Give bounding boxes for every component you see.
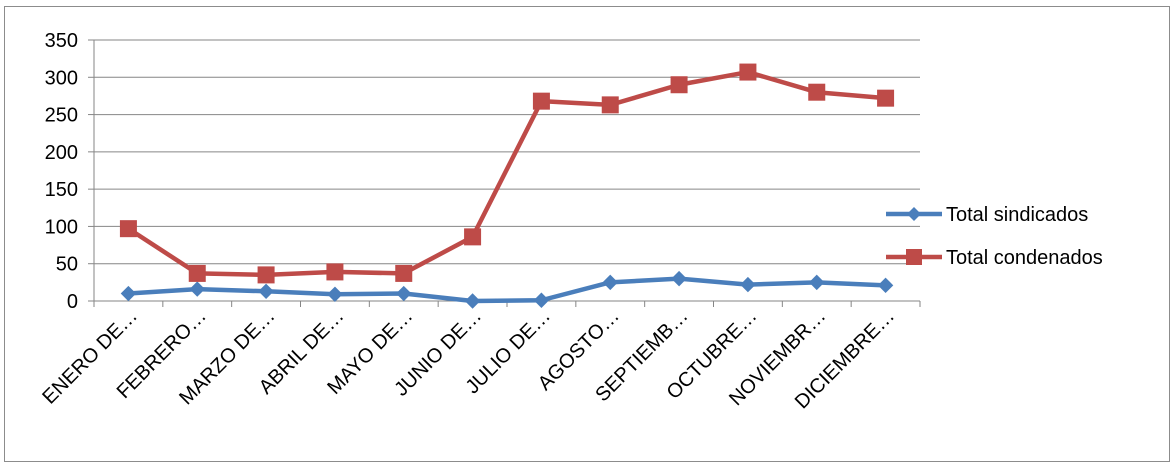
y-tick-label: 300 bbox=[45, 67, 78, 89]
data-point bbox=[671, 270, 687, 287]
data-point bbox=[188, 264, 206, 282]
y-tick-label: 0 bbox=[67, 291, 78, 313]
legend-marker bbox=[907, 207, 921, 221]
data-point bbox=[326, 263, 344, 281]
x-axis-ticks: ENERO DE…FEBRERO…MARZO DE…ABRIL DE…MAYO … bbox=[38, 305, 899, 413]
y-tick-label: 150 bbox=[45, 179, 78, 201]
data-point bbox=[533, 292, 550, 308]
y-tick-label: 100 bbox=[45, 216, 78, 238]
data-point bbox=[532, 92, 550, 110]
data-point bbox=[119, 220, 137, 238]
gridlines bbox=[94, 39, 920, 265]
data-point bbox=[670, 76, 688, 94]
series-line-2 bbox=[127, 69, 886, 278]
y-tick-label: 350 bbox=[45, 30, 78, 52]
y-tick-label: 50 bbox=[56, 254, 78, 276]
legend-marker bbox=[906, 249, 922, 265]
data-point bbox=[396, 285, 412, 302]
data-point bbox=[395, 264, 413, 282]
legend-label: Total condenados bbox=[946, 247, 1103, 269]
data-point bbox=[740, 276, 756, 293]
data-point bbox=[808, 83, 826, 101]
data-point bbox=[464, 293, 481, 309]
data-point bbox=[877, 277, 894, 294]
data-point bbox=[120, 285, 137, 302]
data-point bbox=[601, 96, 619, 114]
data-point bbox=[257, 266, 275, 284]
chart-frame bbox=[4, 6, 1170, 462]
y-tick-label: 200 bbox=[45, 142, 78, 164]
data-point bbox=[189, 281, 205, 297]
data-point bbox=[877, 89, 895, 107]
data-point bbox=[809, 274, 825, 291]
series-markers bbox=[119, 63, 895, 309]
y-tick-label: 250 bbox=[45, 105, 78, 127]
data-point bbox=[464, 228, 482, 246]
data-point bbox=[602, 274, 618, 291]
data-point bbox=[327, 286, 343, 302]
data-point bbox=[258, 283, 274, 300]
data-point bbox=[739, 63, 757, 81]
legend-label: Total sindicados bbox=[946, 204, 1088, 226]
legend: Total sindicados Total condenados bbox=[886, 204, 1103, 269]
series-line-1 bbox=[128, 276, 886, 304]
series-lines bbox=[127, 69, 886, 304]
y-axis-ticks: 0 50 100 150 200 250 300 350 bbox=[45, 30, 78, 313]
